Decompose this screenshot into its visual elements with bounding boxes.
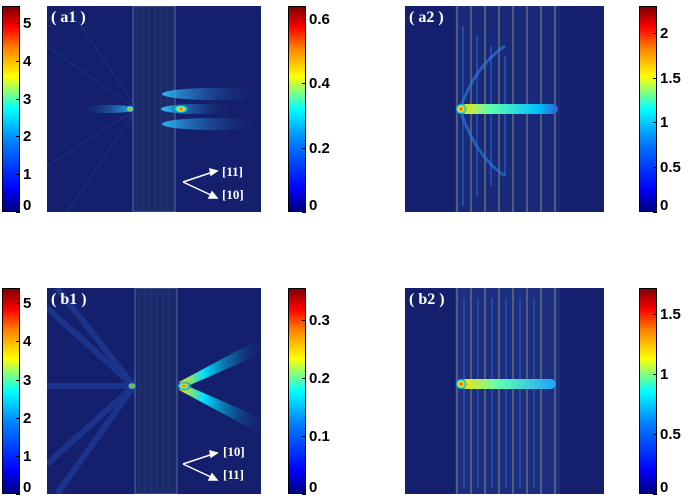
colorbar-tick-mark — [653, 33, 657, 34]
panel-label-b1: ( b1 ) — [51, 291, 87, 308]
colorbar-tick-label: 0 — [309, 479, 318, 496]
colorbar-b1-right — [288, 288, 306, 494]
colorbar-tick-mark — [302, 320, 306, 321]
panel-b2: ( b2 ) — [405, 288, 604, 494]
colorbar-a1-right — [288, 6, 306, 212]
colorbar-tick-label: 0.6 — [309, 11, 330, 28]
colorbar-tick-label: 1 — [660, 114, 669, 131]
colorbar-tick-label: 0 — [23, 197, 32, 214]
focus-spot — [176, 381, 192, 391]
colorbar-tick-mark — [653, 167, 657, 168]
crystal-slab — [455, 288, 560, 494]
direction-label-bottom-b1: [11] — [223, 467, 244, 482]
colorbar-b1-left — [2, 288, 20, 494]
field-map-a1 — [47, 6, 261, 212]
colorbar-tick-label: 1 — [660, 366, 669, 383]
colorbar-tick-mark — [16, 341, 20, 342]
direction-label-top-b1: [10] — [223, 444, 245, 459]
panel-label-a1: ( a1 ) — [51, 9, 86, 26]
colorbar-tick-label: 3 — [23, 372, 32, 389]
incident-beam — [77, 105, 137, 113]
colorbar-b2 — [639, 288, 657, 494]
field-map-b1 — [47, 288, 261, 494]
colorbar-tick-mark — [16, 136, 20, 137]
direction-label-top-a1: [11] — [222, 164, 243, 179]
colorbar-tick-mark — [16, 174, 20, 175]
colorbar-tick-label: 2 — [23, 128, 32, 145]
colorbar-tick-mark — [653, 374, 657, 375]
colorbar-tick-mark — [16, 380, 20, 381]
guided-beam — [460, 379, 556, 389]
colorbar-tick-mark — [16, 303, 20, 304]
colorbar-tick-label: 5 — [23, 15, 32, 32]
guided-beam — [460, 104, 558, 114]
focus-spot — [172, 104, 190, 114]
panel-label-b2: ( b2 ) — [409, 291, 445, 308]
panel-a2: ( a2 ) — [405, 6, 604, 212]
crystal-slab — [134, 288, 178, 494]
colorbar-tick-label: 0.2 — [309, 140, 330, 157]
colorbar-tick-label: 1.5 — [660, 306, 681, 323]
colorbar-tick-label: 0 — [23, 479, 32, 496]
field-map-b2 — [405, 288, 604, 494]
colorbar-tick-mark — [16, 418, 20, 419]
colorbar-tick-label: 1 — [23, 448, 32, 465]
colorbar-tick-mark — [302, 494, 306, 495]
field-map-a2 — [405, 6, 604, 212]
colorbar-tick-label: 0.4 — [309, 75, 330, 92]
colorbar-tick-mark — [16, 212, 20, 213]
colorbar-tick-label: 0 — [309, 197, 318, 214]
colorbar-tick-mark — [16, 456, 20, 457]
colorbar-tick-label: 0.5 — [660, 159, 681, 176]
focus-spot — [455, 378, 467, 390]
colorbar-tick-mark — [302, 83, 306, 84]
colorbar-tick-label: 0 — [660, 479, 669, 496]
colorbar-tick-mark — [302, 148, 306, 149]
colorbar-tick-mark — [302, 19, 306, 20]
colorbar-tick-mark — [16, 99, 20, 100]
colorbar-tick-mark — [302, 378, 306, 379]
colorbar-tick-label: 0.1 — [309, 428, 330, 445]
colorbar-a2 — [639, 6, 657, 212]
colorbar-tick-mark — [16, 61, 20, 62]
colorbar-tick-label: 0.2 — [309, 370, 330, 387]
colorbar-tick-label: 3 — [23, 91, 32, 108]
colorbar-tick-label: 1.5 — [660, 70, 681, 87]
colorbar-tick-mark — [302, 436, 306, 437]
colorbar-tick-label: 4 — [23, 53, 32, 70]
colorbar-tick-label: 4 — [23, 333, 32, 350]
colorbar-tick-mark — [653, 494, 657, 495]
colorbar-a1-left — [2, 6, 20, 212]
colorbar-tick-label: 5 — [23, 295, 32, 312]
colorbar-tick-mark — [16, 23, 20, 24]
colorbar-tick-label: 2 — [23, 410, 32, 427]
colorbar-tick-label: 0.5 — [660, 426, 681, 443]
direction-label-bottom-a1: [10] — [222, 187, 244, 202]
panel-a1: ( a1 ) [11] [10] — [47, 6, 261, 212]
colorbar-tick-mark — [302, 212, 306, 213]
colorbar-tick-mark — [653, 122, 657, 123]
direction-arrows — [182, 449, 219, 481]
colorbar-tick-mark — [16, 494, 20, 495]
colorbar-tick-mark — [653, 212, 657, 213]
colorbar-tick-mark — [653, 78, 657, 79]
colorbar-tick-mark — [653, 314, 657, 315]
colorbar-tick-label: 1 — [23, 166, 32, 183]
panel-b1: ( b1 ) [10] [11] — [47, 288, 261, 494]
focus-spot — [455, 103, 467, 115]
direction-arrows — [182, 167, 219, 199]
colorbar-tick-mark — [653, 434, 657, 435]
colorbar-tick-label: 2 — [660, 25, 669, 42]
colorbar-tick-label: 0.3 — [309, 312, 330, 329]
panel-label-a2: ( a2 ) — [409, 9, 444, 26]
colorbar-tick-label: 0 — [660, 197, 669, 214]
